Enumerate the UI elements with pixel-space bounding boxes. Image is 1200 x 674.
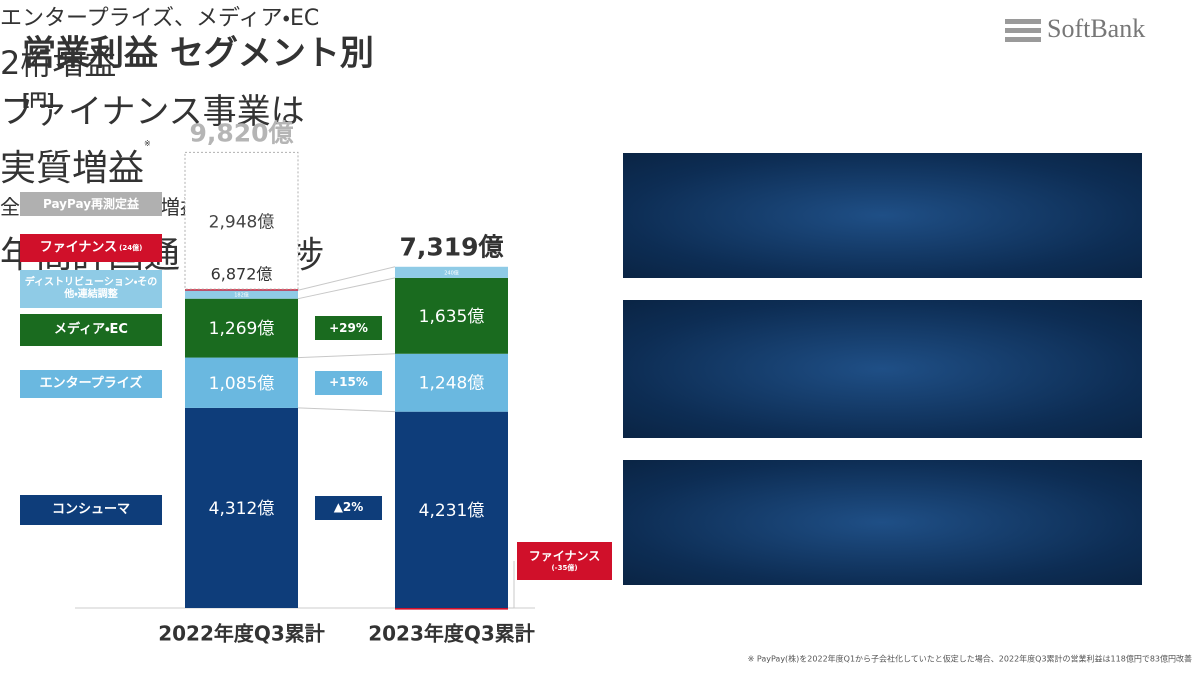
- unit-label: [円]: [22, 91, 55, 111]
- message-line: ファイナンス事業は: [0, 84, 1200, 133]
- change-badge: +29%: [315, 316, 382, 341]
- change-label: +29%: [329, 320, 368, 335]
- message-line: エンタープライズ、メディア・EC: [0, 0, 1200, 32]
- finance-callout: ファイナンス (-35億): [517, 542, 612, 580]
- legend-item: PayPay再測定益: [20, 192, 162, 216]
- legend-value: (24億): [119, 243, 143, 252]
- change-badge: +15%: [315, 370, 382, 395]
- legend-label: エンタープライズ: [39, 375, 143, 391]
- title: 営業利益 セグメント別: [22, 34, 374, 74]
- connector: [297, 277, 396, 300]
- total-label: 9,820億: [189, 118, 293, 147]
- legend-item: エンタープライズ: [20, 370, 162, 398]
- legend-label: メディア・EC: [54, 321, 128, 337]
- legend-label: ファイナンス: [39, 239, 118, 255]
- x-tick-label: 2023年度Q3累計: [368, 622, 535, 646]
- value-label: 2,948億: [209, 212, 275, 232]
- bar-segment: [185, 357, 298, 408]
- change-badge: ▲2%: [315, 495, 382, 520]
- message-box: [623, 460, 1142, 585]
- bar-segment: [395, 411, 508, 608]
- footnote: ※ PayPay(株)を2022年度Q1から子会社化していたと仮定した場合、20…: [748, 654, 1192, 664]
- bar-segment: [395, 277, 508, 354]
- connector: [297, 266, 396, 291]
- bar-segment: [395, 353, 508, 412]
- bar-segment: [395, 608, 508, 610]
- message-line: 実質増益※: [0, 139, 1200, 191]
- message-text: ファイナンス事業は: [0, 92, 305, 132]
- value-label: 1,248億: [419, 374, 485, 394]
- connector: [297, 407, 396, 413]
- value-label: 1,085億: [209, 374, 275, 394]
- total-label: 7,319億: [399, 232, 503, 261]
- legend-item: メディア・EC: [20, 314, 162, 346]
- logo: SoftBank: [1047, 14, 1145, 43]
- legend-item: ディストリビューション・その他・連結調整: [20, 270, 162, 308]
- message-line: 2桁増益: [0, 38, 1200, 84]
- value-label: 1,269億: [209, 319, 275, 339]
- legend-label: PayPay再測定益: [42, 196, 140, 211]
- message-text: 実質増益: [0, 148, 145, 189]
- callout-value: (-35億): [551, 564, 578, 573]
- bar-segment: [185, 407, 298, 608]
- legend-item: コンシューマ: [20, 495, 162, 525]
- change-label: +15%: [329, 375, 368, 390]
- message-mark: ※: [144, 139, 151, 148]
- subtotal-label: 6,872億: [211, 265, 273, 284]
- legend-label: ディストリビューション・その他・連結調整: [24, 276, 158, 301]
- bar-segment: [185, 298, 298, 358]
- message-box: [623, 153, 1142, 278]
- bar-segment: [185, 289, 298, 291]
- bar-segment: [184, 151, 299, 290]
- legend-label: コンシューマ: [51, 501, 130, 517]
- logo-stripe: [1005, 37, 1041, 42]
- message-text: エンタープライズ、メディア・EC: [0, 6, 320, 31]
- logo-stripe: [1005, 28, 1041, 33]
- value-label: 4,312億: [209, 499, 275, 519]
- connector: [297, 353, 396, 359]
- value-label: 240億: [444, 269, 459, 276]
- callout-label: ファイナンス: [528, 549, 601, 564]
- logo-stripe: [1005, 19, 1041, 24]
- value-label: 4,231億: [419, 501, 485, 521]
- change-label: ▲2%: [333, 500, 364, 515]
- bar-segment: [185, 290, 298, 299]
- legend-item: ファイナンス (24億): [20, 234, 162, 262]
- value-label: 1,635億: [419, 307, 485, 327]
- value-label: 182億: [234, 291, 249, 298]
- x-tick-label: 2022年度Q3累計: [158, 622, 325, 646]
- message-box: [623, 300, 1142, 438]
- bar-segment: [395, 266, 508, 278]
- message-text: 2桁増益: [0, 44, 117, 82]
